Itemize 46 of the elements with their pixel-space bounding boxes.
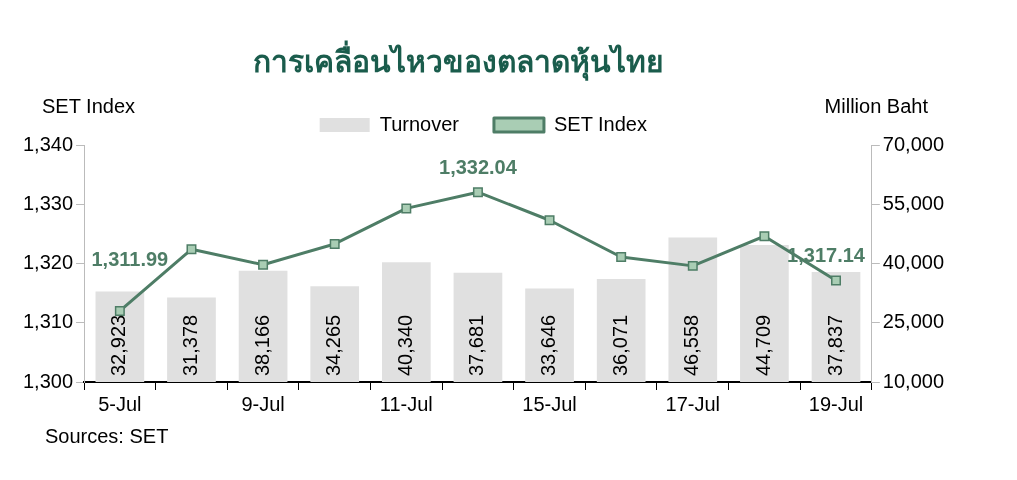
point: [616, 251, 627, 262]
y-tick-label: 1,310: [22, 310, 74, 333]
point: [759, 231, 770, 242]
source-note: Sources: SET: [45, 424, 169, 447]
x-tick-label: 17-Jul: [665, 392, 721, 415]
x-tick-label: 5-Jul: [98, 392, 142, 415]
point: [472, 187, 483, 198]
point: [258, 259, 269, 270]
data-label: 40,340: [393, 314, 416, 376]
x-tick-label: 19-Jul: [808, 392, 864, 415]
y2-tick-label: 25,000: [882, 310, 944, 333]
legend-label: Turnover: [379, 112, 460, 135]
legend-label: SET Index: [553, 112, 647, 135]
y-tick-label: 1,340: [22, 132, 74, 155]
data-label: 37,837: [823, 314, 846, 376]
data-label: 34,265: [322, 314, 345, 376]
data-label: 32,923: [107, 314, 130, 376]
data-label: 31,378: [178, 314, 201, 376]
data-label: 36,071: [608, 314, 631, 376]
y2-tick-label: 70,000: [882, 132, 944, 155]
y2-tick-label: 40,000: [882, 251, 944, 274]
data-label: 46,558: [680, 314, 703, 376]
data-label: 1,311.99: [91, 248, 169, 271]
x-tick-label: 9-Jul: [241, 392, 285, 415]
y2-tick-label: 10,000: [882, 369, 944, 392]
point: [831, 275, 842, 286]
chart-title: การเคลื่อนไหวของตลาดหุ้นไทย: [252, 39, 665, 83]
x-tick-label: 15-Jul: [522, 392, 577, 415]
data-label: 33,646: [537, 314, 560, 376]
data-label: 44,709: [751, 314, 774, 376]
point: [687, 260, 698, 271]
y2-axis-title: Million Baht: [824, 94, 929, 117]
y-tick-label: 1,300: [22, 369, 74, 392]
y-tick-label: 1,320: [22, 251, 74, 274]
y-axis-title: SET Index: [42, 94, 136, 117]
point: [401, 203, 412, 214]
point: [186, 244, 197, 255]
point: [544, 215, 555, 226]
data-label: 37,681: [465, 314, 488, 376]
point: [114, 305, 125, 316]
point: [329, 238, 340, 249]
y-tick-label: 1,330: [22, 191, 74, 214]
data-label: 38,166: [250, 314, 273, 376]
data-label: 1,332.04: [439, 155, 518, 178]
y2-tick-label: 55,000: [882, 191, 944, 214]
x-tick-label: 11-Jul: [379, 392, 433, 415]
